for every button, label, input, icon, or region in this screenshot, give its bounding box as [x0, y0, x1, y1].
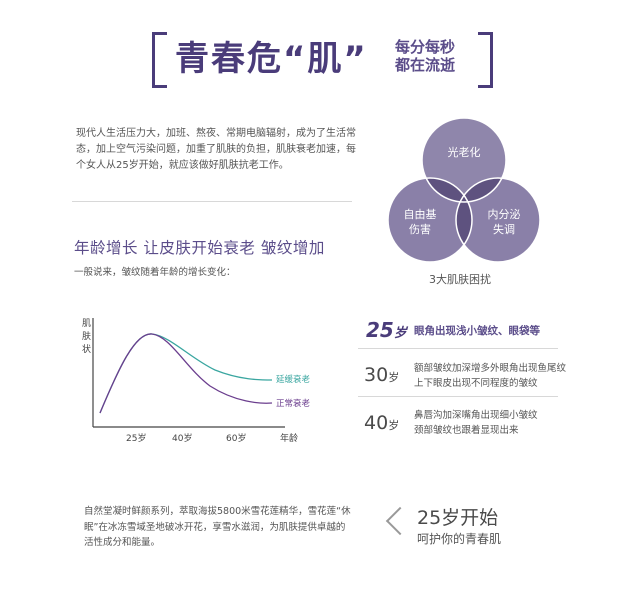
chart-ylabel-1: 肌: [82, 318, 91, 329]
page-title: 青春危“肌”: [175, 39, 368, 79]
page-subtitle: 每分每秒 都在流逝: [395, 38, 456, 74]
venn-caption: 3大肌肤困扰: [429, 273, 491, 286]
chart-x-tick-25: 25岁: [126, 432, 146, 444]
intro-paragraph: 现代人生活压力大，加班、熬夜、常期电脑辐射，成为了生活常态，加上空气污染问题，加…: [76, 128, 356, 171]
venn-label-right-2: 失调: [493, 223, 515, 236]
chart-x-tick-60: 60岁: [226, 432, 246, 444]
venn-overlap-top-left: [422, 178, 472, 202]
chart-x-tick-40: 40岁: [172, 432, 192, 444]
chart-series-label-normal: 正常衰老: [276, 398, 311, 409]
section-subtitle: 一般说来，皱纹随着年龄的增长变化：: [74, 267, 236, 278]
chevron-left-icon: [385, 506, 415, 536]
chart-xlabel: 年龄: [280, 432, 298, 444]
bottom-subtitle: 呵护你的青春肌: [417, 532, 502, 546]
chart-ylabel-3: 状: [82, 343, 91, 355]
age-25-number: 25岁: [366, 318, 407, 342]
age-40-number: 40岁: [364, 412, 400, 434]
age-40-description: 鼻唇沟加深嘴角出现细小皱纹 颈部皱纹也跟着显现出来: [414, 410, 538, 436]
aging-chart: 肌 肤 状 延缓衰老 正常衰老 25岁 40岁 60岁 年龄: [82, 318, 311, 444]
venn-label-top: 光老化: [448, 145, 481, 159]
section-divider: [72, 201, 352, 202]
product-paragraph: 自然堂凝时鲜颜系列，萃取海拔5800米雪花莲精华，雪花莲“休眠”在冰冻雪域圣地破…: [84, 506, 351, 548]
venn-label-right-1: 内分泌: [488, 207, 521, 221]
age-30-number: 30岁: [364, 364, 400, 386]
chart-ylabel-2: 肤: [82, 331, 91, 342]
bottom-title: 25岁开始: [417, 507, 499, 529]
venn-overlap-top-right: [456, 178, 506, 202]
chart-line-normal-aging: [99, 333, 273, 414]
age-30-description: 额部皱纹加深增多外眼角出现鱼尾纹 上下眼皮出现不同程度的皱纹: [414, 363, 567, 389]
chart-series-label-slow: 延缓衰老: [276, 374, 311, 385]
venn-diagram: 光老化 自由基 伤害 内分泌 失调: [387, 117, 541, 263]
section-title: 年龄增长 让皮肤开始衰老 皱纹增加: [74, 239, 325, 257]
venn-label-left-1: 自由基: [404, 207, 437, 221]
left-bracket: [152, 32, 167, 88]
age-25-description: 眼角出现浅小皱纹、眼袋等: [414, 325, 540, 337]
venn-label-left-2: 伤害: [409, 222, 431, 236]
age-row-divider-2: [358, 396, 558, 397]
age-row-divider-1: [358, 348, 558, 349]
right-bracket: [478, 32, 493, 88]
